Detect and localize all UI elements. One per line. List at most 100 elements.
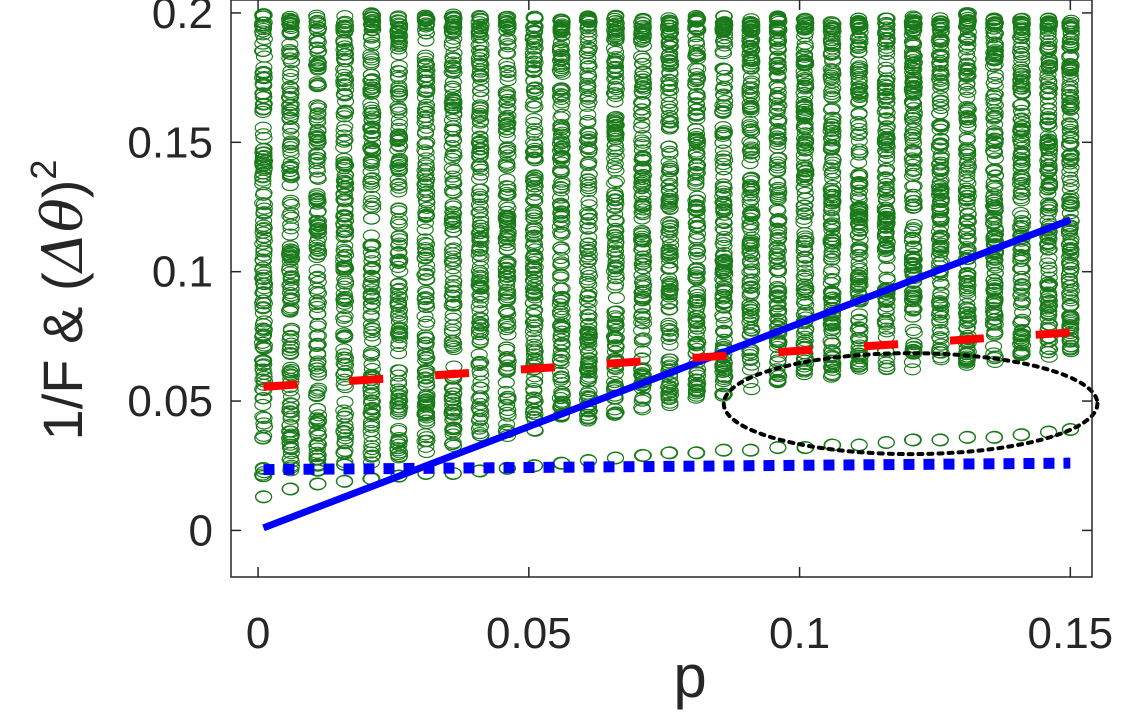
- scatter-point: [606, 177, 624, 190]
- scatter-point: [310, 219, 328, 233]
- scatter-point: [524, 100, 542, 113]
- scatter-point: [499, 69, 517, 82]
- scatter-point: [389, 283, 407, 296]
- scatter-point: [335, 62, 353, 76]
- scatter-point: [471, 102, 489, 115]
- scatter-point: [660, 272, 678, 285]
- scatter-point: [364, 201, 382, 214]
- scatter-point: [390, 90, 408, 103]
- scatter-point: [633, 403, 652, 416]
- scatter-point-min: [254, 490, 273, 504]
- scatter-point: [335, 287, 353, 300]
- solid-line-series: [262, 216, 1072, 532]
- scatter-point: [362, 11, 380, 24]
- scatter-point: [497, 159, 515, 172]
- scatter-point: [471, 335, 489, 348]
- scatter-point: [660, 297, 678, 310]
- scatter-point: [390, 22, 408, 35]
- scatter-point: [470, 274, 488, 287]
- scatter-point: [282, 138, 300, 151]
- scatter-point: [552, 268, 570, 281]
- scatter-point: [633, 324, 651, 337]
- scatter-point: [444, 64, 462, 77]
- scatter-point: [308, 442, 326, 455]
- scatter-point: [661, 26, 680, 39]
- scatter-point: [282, 244, 301, 257]
- scatter-point: [743, 57, 761, 70]
- scatter-point: [309, 402, 327, 416]
- scatter-point: [498, 33, 516, 46]
- scatter-point: [688, 44, 706, 57]
- scatter-point: [336, 359, 354, 372]
- scatter-point: [416, 310, 434, 323]
- scatter-point: [308, 389, 326, 402]
- scatter-point: [362, 246, 380, 259]
- scatter-point: [769, 340, 787, 354]
- scatter-point: [336, 134, 354, 147]
- scatter-point: [416, 111, 434, 124]
- scatter-point: [741, 289, 759, 302]
- scatter-point: [335, 255, 353, 268]
- scatter-point: [498, 230, 516, 243]
- scatter-point: [363, 325, 381, 339]
- scatter-point: [255, 282, 273, 295]
- scatter-point: [471, 99, 489, 112]
- scatter-point: [688, 139, 706, 152]
- scatter-point: [308, 129, 326, 143]
- scatter-point: [471, 289, 489, 302]
- scatter-point: [633, 394, 651, 407]
- scatter-point: [445, 254, 463, 267]
- scatter-point: [389, 396, 407, 410]
- scatter-point: [390, 177, 408, 190]
- scatter-point: [633, 200, 651, 213]
- scatter-point: [362, 397, 381, 410]
- scatter-point: [498, 306, 516, 319]
- scatter-point: [607, 164, 625, 177]
- scatter-point: [362, 388, 380, 402]
- scatter-point: [255, 231, 273, 244]
- scatter-point: [362, 87, 380, 100]
- scatter-point: [498, 122, 516, 136]
- scatter-point: [418, 352, 436, 365]
- scatter-point: [660, 332, 678, 345]
- scatter-point: [742, 146, 761, 159]
- scatter-point: [254, 25, 272, 38]
- scatter-point: [741, 266, 759, 279]
- scatter-point: [606, 116, 624, 129]
- scatter-point: [634, 345, 652, 358]
- scatter-point: [606, 130, 624, 143]
- scatter-point: [472, 230, 490, 243]
- scatter-point: [688, 310, 706, 323]
- scatter-point: [254, 254, 272, 267]
- scatter-point: [497, 10, 515, 24]
- scatter-point: [308, 242, 326, 255]
- scatter-point: [444, 335, 462, 348]
- scatter-point: [525, 288, 544, 301]
- scatter-point: [498, 90, 516, 103]
- scatter-point: [716, 296, 734, 309]
- scatter-point: [743, 358, 761, 371]
- scatter-point: [714, 309, 732, 322]
- scatter-point: [363, 11, 381, 24]
- scatter-point: [472, 215, 490, 228]
- scatter-point: [471, 84, 489, 98]
- scatter-point: [389, 309, 408, 322]
- scatter-point: [282, 211, 301, 224]
- scatter-point: [335, 315, 353, 328]
- scatter-point: [416, 331, 434, 344]
- scatter-point: [661, 398, 679, 412]
- scatter-point: [254, 87, 272, 100]
- scatter-point: [418, 70, 436, 83]
- scatter-point: [336, 42, 354, 56]
- scatter-point: [688, 216, 706, 229]
- scatter-point: [741, 309, 759, 323]
- scatter-point-min: [336, 474, 354, 488]
- scatter-point: [525, 74, 543, 87]
- scatter-point: [687, 269, 705, 282]
- scatter-point: [714, 254, 732, 267]
- y-axis-label-symbol: Δθ: [31, 198, 96, 274]
- scatter-point: [525, 96, 543, 109]
- scatter-point: [607, 251, 625, 264]
- scatter-point: [362, 107, 380, 120]
- scatter-point: [552, 14, 570, 27]
